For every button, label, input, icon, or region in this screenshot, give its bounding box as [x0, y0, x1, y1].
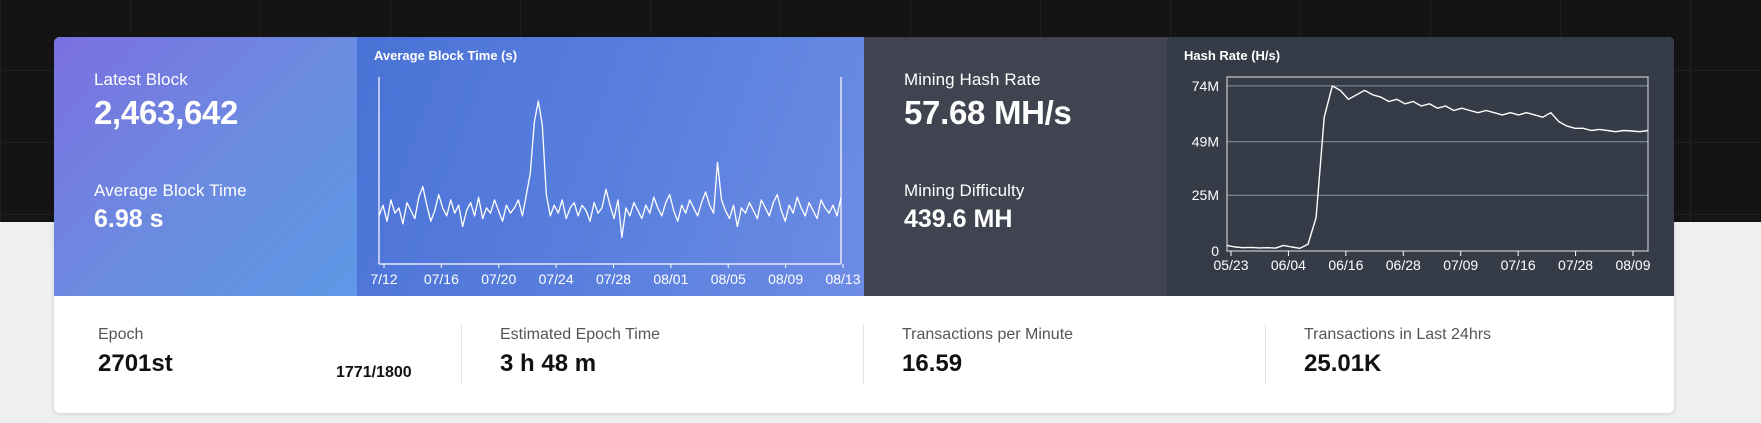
chart-x-tick-label: 08/09 — [1615, 257, 1650, 273]
mining-hash-rate-label: Mining Hash Rate — [904, 70, 1041, 89]
chart-y-tick-label: 25M — [1192, 187, 1219, 203]
divider — [863, 324, 864, 384]
chart-x-tick-label: 07/20 — [481, 271, 516, 287]
mining-difficulty-value: 439.6 MH — [904, 205, 1013, 233]
stats-top-row: Latest Block 2,463,642 Average Block Tim… — [54, 37, 1674, 296]
chart-y-tick-label: 49M — [1192, 134, 1219, 150]
block-time-chart-panel: Average Block Time (s) 7/12 07/16 07/20 07/… — [357, 37, 864, 296]
mining-hash-rate-value: 57.68 MH/s — [904, 94, 1072, 131]
chart-x-tick-label: 07/24 — [539, 271, 574, 287]
transactions-24h-label: Transactions in Last 24hrs — [1304, 326, 1492, 343]
transactions-24h-value: 25.01K — [1304, 350, 1382, 377]
chart-series-line — [1226, 85, 1649, 250]
transactions-per-minute-value: 16.59 — [902, 350, 963, 377]
mining-hash-rate-stat: Mining Hash Rate 57.68 MH/s — [904, 70, 1072, 132]
chart-x-tick-label: 05/23 — [1213, 257, 1248, 273]
stats-bottom-row: Epoch 2701st 1771/1800 Estimated Epoch T… — [54, 296, 1674, 413]
mining-difficulty-stat: Mining Difficulty 439.6 MH — [904, 181, 1024, 234]
latest-block-label: Latest Block — [94, 70, 188, 89]
chart-x-tick-label: 07/16 — [1501, 257, 1536, 273]
epoch-progress: 1771/1800 — [336, 364, 412, 381]
transactions-24h-stat: Transactions in Last 24hrs 25.01K — [1304, 326, 1491, 378]
estimated-epoch-time-stat: Estimated Epoch Time 3 h 48 m — [500, 326, 660, 378]
hash-rate-chart-panel: Hash Rate (H/s) 0 25M 49M 74M 05/23 06/04 06/1… — [1167, 37, 1674, 296]
divider — [1265, 324, 1266, 384]
chart-x-tick-label: 08/01 — [653, 271, 688, 287]
chart-x-tick-label: 07/09 — [1443, 257, 1478, 273]
mining-stats-panel: Mining Hash Rate 57.68 MH/s Mining Diffi… — [864, 37, 1167, 296]
chart-plot-frame — [1226, 76, 1649, 252]
average-block-time-stat: Average Block Time 6.98 s — [94, 181, 247, 234]
average-block-time-value: 6.98 s — [94, 205, 164, 233]
divider — [461, 324, 462, 384]
chart-x-tick-label: 08/13 — [825, 271, 860, 287]
latest-block-value: 2,463,642 — [94, 94, 239, 131]
chart-x-tick-label: 06/16 — [1328, 257, 1363, 273]
mining-difficulty-label: Mining Difficulty — [904, 181, 1025, 200]
average-block-time-label: Average Block Time — [94, 181, 247, 200]
chart-x-tick-label: 7/12 — [370, 271, 397, 287]
epoch-stat: Epoch 2701st — [98, 326, 173, 378]
chart-series-line — [378, 100, 842, 238]
chart-x-tick-label: 07/16 — [424, 271, 459, 287]
chart-y-tick-label: 74M — [1192, 78, 1219, 94]
chart-y-tick-label: 0 — [1211, 243, 1219, 259]
block-time-chart-title: Average Block Time (s) — [374, 48, 518, 63]
chart-x-tick-label: 06/28 — [1386, 257, 1421, 273]
chart-x-tick-label: 08/09 — [768, 271, 803, 287]
estimated-epoch-time-label: Estimated Epoch Time — [500, 326, 661, 343]
latest-block-stat: Latest Block 2,463,642 — [94, 70, 238, 132]
chart-x-tick-label: 06/04 — [1271, 257, 1306, 273]
stats-card: Latest Block 2,463,642 Average Block Tim… — [54, 37, 1674, 413]
transactions-per-minute-label: Transactions per Minute — [902, 326, 1074, 343]
block-time-chart: 7/12 07/16 07/20 07/24 07/28 08/01 08/05 08/09 0… — [370, 77, 861, 287]
epoch-label: Epoch — [98, 326, 144, 343]
chart-x-tick-label: 07/28 — [1558, 257, 1593, 273]
estimated-epoch-time-value: 3 h 48 m — [500, 350, 597, 377]
transactions-per-minute-stat: Transactions per Minute 16.59 — [902, 326, 1073, 378]
block-stats-panel: Latest Block 2,463,642 Average Block Tim… — [54, 37, 357, 296]
chart-x-tick-label: 07/28 — [596, 271, 631, 287]
epoch-value: 2701st — [98, 350, 173, 377]
hash-rate-chart: 0 25M 49M 74M 05/23 06/04 06/16 06/28 07/09 07/16… — [1192, 76, 1651, 273]
chart-x-tick-label: 08/05 — [711, 271, 746, 287]
hash-rate-chart-title: Hash Rate (H/s) — [1184, 48, 1281, 63]
